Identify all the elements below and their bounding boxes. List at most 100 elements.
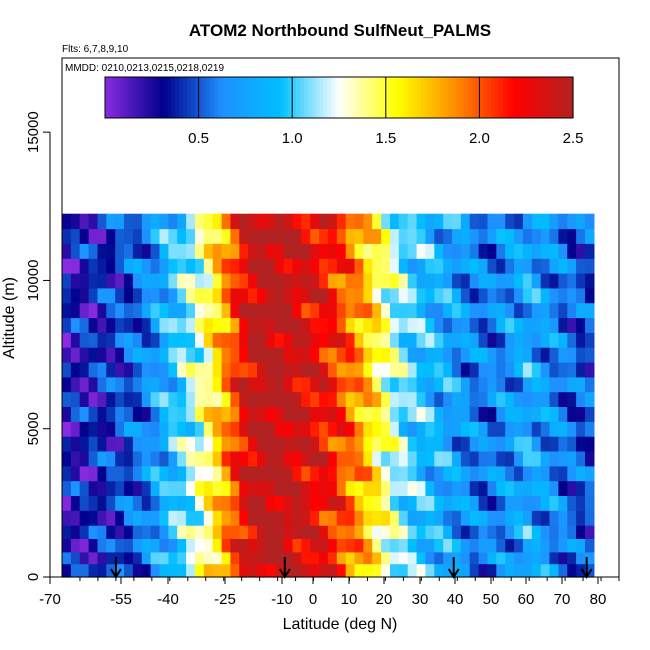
heat-cell	[398, 451, 409, 467]
heat-cell	[381, 376, 391, 393]
heat-cell	[496, 559, 506, 578]
colorbar-segment	[280, 77, 285, 118]
heat-cell	[531, 559, 542, 578]
x-tick-label: 30	[412, 591, 429, 608]
heat-cell	[514, 347, 524, 363]
heat-cell	[390, 421, 400, 437]
heat-cell	[487, 317, 497, 333]
heat-cell	[567, 495, 577, 511]
colorbar-segment	[116, 77, 122, 118]
heat-cell	[301, 559, 311, 578]
heat-cell	[141, 287, 152, 304]
colorbar-segment	[444, 77, 449, 118]
heat-cell	[132, 495, 143, 511]
heat-cell	[531, 302, 542, 319]
heat-cell	[124, 332, 134, 348]
heat-cell	[88, 362, 99, 378]
heat-cell	[203, 243, 214, 259]
heat-cell	[310, 213, 320, 230]
heat-cell	[150, 228, 161, 244]
heat-cell	[336, 510, 347, 526]
heat-cell	[327, 243, 338, 259]
heat-cell	[141, 228, 152, 244]
heat-cell	[230, 228, 240, 244]
heat-cell	[531, 510, 542, 526]
heat-cell	[195, 523, 205, 539]
heat-cell	[150, 510, 161, 526]
heat-cell	[416, 258, 427, 274]
heat-cell	[460, 510, 471, 526]
heat-cell	[452, 228, 462, 244]
heat-cell	[345, 465, 356, 482]
heat-cell	[514, 228, 524, 244]
heat-cell	[186, 510, 196, 526]
heat-cell	[212, 480, 223, 496]
colorbar-segment	[108, 77, 114, 118]
heat-cell	[531, 537, 542, 553]
heat-cell	[531, 451, 542, 467]
heat-cell	[469, 451, 480, 467]
heat-cell	[496, 228, 506, 244]
heat-cell	[558, 510, 568, 526]
heat-cell	[248, 362, 258, 378]
heat-cell	[203, 436, 214, 452]
heat-cell	[79, 243, 90, 259]
heat-cell	[62, 495, 72, 511]
heat-cell	[159, 559, 169, 578]
heat-cell	[443, 510, 453, 526]
heat-cell	[469, 406, 480, 422]
heat-cell	[531, 523, 542, 539]
colorbar-segment	[245, 77, 250, 118]
heat-cell	[576, 302, 586, 319]
heat-cell	[434, 317, 444, 333]
heat-cell	[168, 302, 178, 319]
heat-cell	[283, 510, 294, 526]
heat-cell	[381, 302, 391, 319]
colorbar-tick-label: 1.5	[375, 130, 396, 147]
heat-cell	[443, 332, 453, 348]
heat-cell	[390, 213, 400, 230]
heat-cell	[203, 548, 214, 565]
heat-cell	[540, 421, 551, 437]
heat-cell	[168, 480, 178, 496]
heat-cell	[505, 258, 515, 274]
heat-cell	[186, 451, 196, 467]
heat-cell	[88, 273, 99, 289]
heat-cell	[97, 406, 107, 422]
heat-cell	[186, 480, 196, 496]
heat-cell	[585, 287, 595, 304]
heat-cell	[372, 406, 382, 422]
heat-cell	[505, 376, 515, 393]
heat-cell	[79, 362, 90, 378]
heat-cell	[522, 347, 533, 363]
heat-cell	[372, 523, 382, 539]
heat-cell	[310, 362, 320, 378]
heat-cell	[372, 376, 382, 393]
heat-cell	[79, 465, 90, 482]
heat-cell	[567, 332, 577, 348]
heat-cell	[106, 376, 116, 393]
heat-cell	[212, 465, 223, 482]
colorbar-segment	[186, 77, 192, 118]
heat-cell	[416, 302, 427, 319]
heat-cell	[230, 391, 240, 407]
heat-cell	[576, 421, 586, 437]
heat-cell	[567, 243, 577, 259]
heat-cell	[585, 228, 595, 244]
heat-cell	[372, 421, 382, 437]
heat-cell	[212, 273, 223, 289]
heat-cell	[186, 243, 196, 259]
heat-cell	[301, 451, 311, 467]
heat-cell	[487, 213, 497, 230]
heat-cell	[230, 559, 240, 578]
heat-cell	[363, 451, 373, 467]
heat-cell	[132, 258, 143, 274]
colorbar: 0.5 1.0 1.5 2.0 2.5	[104, 76, 583, 147]
heat-cell	[531, 317, 542, 333]
heat-cell	[469, 302, 480, 319]
heat-cell	[531, 436, 542, 452]
heat-cell	[310, 480, 320, 496]
heat-cell	[150, 436, 161, 452]
heat-cell	[345, 495, 356, 511]
heat-cell	[195, 273, 205, 289]
